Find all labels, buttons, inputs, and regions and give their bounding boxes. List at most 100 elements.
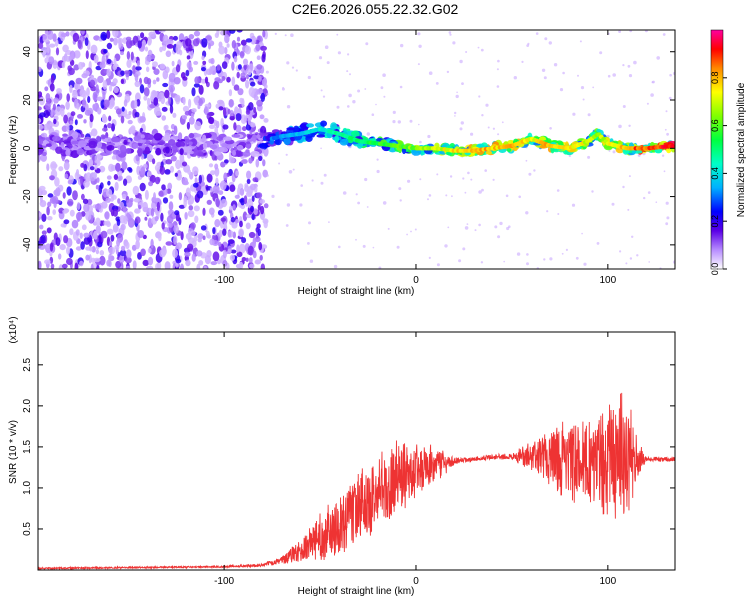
- noise-speckle: [290, 33, 294, 37]
- noise-speckle: [103, 220, 107, 226]
- ridge-blob: [631, 150, 637, 154]
- noise-speckle: [46, 163, 50, 171]
- noise-speckle: [222, 124, 229, 130]
- noise-speckle: [47, 201, 52, 208]
- noise-speckle: [93, 35, 100, 41]
- noise-speckle: [58, 253, 62, 260]
- noise-speckle: [274, 32, 277, 36]
- noise-speckle: [229, 156, 235, 164]
- y-tick-label: 2.5: [22, 357, 33, 371]
- noise-speckle: [262, 159, 266, 167]
- noise-speckle: [106, 30, 111, 40]
- noise-speckle: [188, 34, 195, 40]
- noise-speckle: [622, 64, 625, 67]
- noise-speckle: [399, 199, 402, 202]
- noise-speckle: [93, 257, 101, 263]
- y-tick-label: 20: [22, 94, 33, 106]
- noise-speckle: [71, 219, 79, 229]
- noise-speckle: [161, 115, 166, 121]
- noise-speckle: [497, 59, 500, 63]
- noise-speckle: [451, 195, 453, 198]
- noise-speckle: [188, 205, 194, 211]
- noise-speckle: [126, 39, 133, 49]
- noise-speckle: [182, 180, 189, 186]
- ridge-blob: [144, 134, 155, 141]
- noise-speckle: [348, 93, 352, 98]
- noise-speckle: [266, 92, 269, 96]
- noise-speckle: [240, 159, 248, 164]
- noise-speckle: [119, 201, 125, 209]
- noise-speckle: [38, 124, 44, 130]
- noise-speckle: [133, 197, 141, 203]
- snr-y-scale-label: (x10⁴): [8, 316, 19, 343]
- noise-speckle: [227, 248, 232, 253]
- noise-speckle: [139, 116, 147, 123]
- ridge-blob: [286, 127, 295, 131]
- noise-speckle: [492, 127, 495, 130]
- noise-speckle: [153, 97, 159, 106]
- noise-speckle: [113, 37, 118, 46]
- noise-speckle: [50, 75, 55, 84]
- noise-speckle: [164, 89, 170, 99]
- noise-speckle: [508, 225, 511, 228]
- ridge-blob: [246, 141, 251, 145]
- noise-speckle: [565, 248, 569, 251]
- noise-speckle: [222, 260, 228, 267]
- noise-speckle: [342, 191, 347, 195]
- noise-speckle: [222, 107, 227, 117]
- noise-speckle: [138, 204, 142, 210]
- noise-speckle: [229, 184, 236, 192]
- noise-speckle: [516, 252, 521, 256]
- noise-speckle: [106, 68, 112, 77]
- snr-x-axis-label: Height of straight line (km): [298, 586, 415, 597]
- noise-speckle: [481, 188, 484, 192]
- noise-speckle: [124, 70, 131, 75]
- ridge-blob: [320, 120, 327, 127]
- noise-speckle: [259, 114, 265, 120]
- noise-speckle: [256, 64, 263, 70]
- noise-speckle: [546, 210, 549, 213]
- noise-speckle: [52, 209, 56, 216]
- noise-speckle: [247, 68, 252, 76]
- ridge-blob: [167, 139, 176, 146]
- noise-speckle: [170, 155, 177, 162]
- noise-speckle: [49, 242, 54, 252]
- noise-speckle: [447, 226, 450, 229]
- noise-speckle: [392, 120, 396, 124]
- noise-speckle: [173, 225, 179, 234]
- noise-speckle: [427, 198, 429, 201]
- noise-speckle: [172, 112, 177, 118]
- noise-speckle: [320, 147, 322, 150]
- noise-speckle: [231, 40, 237, 49]
- noise-speckle: [129, 126, 136, 134]
- noise-speckle: [232, 141, 237, 148]
- noise-speckle: [242, 211, 248, 222]
- noise-speckle: [41, 230, 47, 235]
- noise-speckle: [187, 200, 192, 206]
- noise-speckle: [40, 46, 47, 56]
- noise-speckle: [235, 219, 240, 224]
- colorbar-tick-label: 0.8: [710, 72, 720, 85]
- ridge-blob: [96, 141, 103, 149]
- noise-speckle: [295, 69, 298, 72]
- noise-speckle: [292, 168, 295, 171]
- noise-speckle: [102, 91, 106, 100]
- noise-speckle: [571, 203, 576, 207]
- noise-speckle: [134, 208, 139, 214]
- noise-speckle: [239, 220, 243, 228]
- noise-speckle: [227, 230, 234, 238]
- noise-speckle: [526, 253, 529, 256]
- noise-speckle: [252, 250, 257, 259]
- noise-speckle: [568, 154, 571, 158]
- noise-speckle: [492, 178, 495, 181]
- noise-speckle: [572, 112, 576, 116]
- ridge-blob: [112, 149, 122, 155]
- noise-speckle: [164, 261, 171, 269]
- noise-speckle: [557, 213, 560, 215]
- noise-speckle: [455, 94, 459, 99]
- ridge-blob: [119, 144, 127, 153]
- noise-speckle: [216, 64, 221, 71]
- noise-speckle: [228, 99, 234, 108]
- noise-speckle: [97, 75, 104, 84]
